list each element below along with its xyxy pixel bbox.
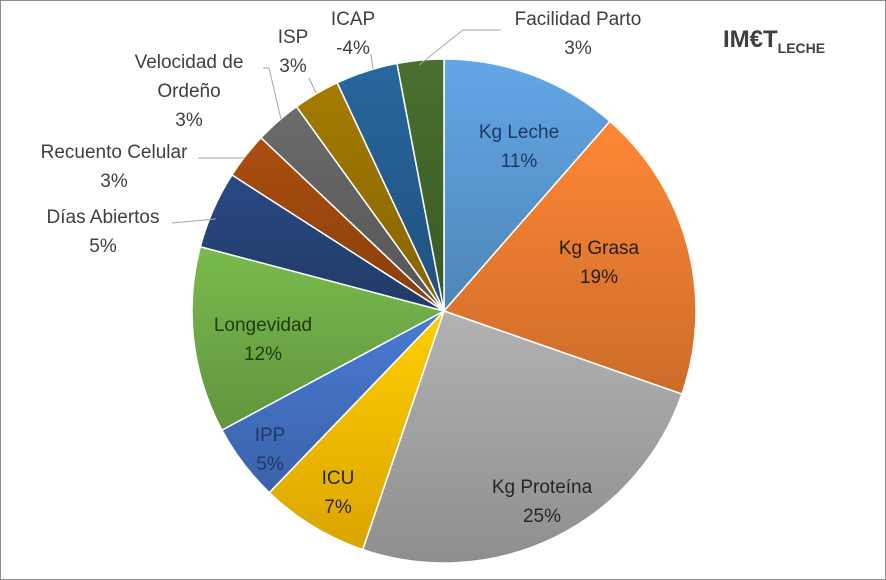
leader-line-facilidad-parto [418, 29, 501, 66]
slice-label-kg-leche: Kg Leche 11% [479, 122, 559, 172]
slice-label-icap: ICAP -4% [331, 9, 375, 59]
slice-longevidad [191, 245, 447, 432]
slice-label-recuento-celular: Recuento Celular 3% [41, 142, 188, 192]
slice-kg-leche [443, 58, 612, 313]
slice-facilidad-parto [396, 58, 445, 312]
slice-label-velocidad-de-ordeno: Velocidad de Ordeño 3% [135, 52, 244, 131]
leader-line-dias-abiertos [171, 218, 217, 224]
leader-line-isp [308, 77, 317, 94]
chart-title-main: IM€T [723, 26, 778, 53]
slice-label-ipp: IPP 5% [255, 425, 286, 475]
slice-kg-grasa [442, 120, 697, 396]
slice-label-kg-proteina: Kg Proteína 25% [492, 477, 593, 527]
leader-layer [171, 29, 501, 224]
slice-icu [268, 310, 445, 551]
chart-title: IM€TLECHE [723, 26, 825, 56]
leader-line-icap [370, 53, 374, 70]
slice-label-dias-abiertos: Días Abiertos 5% [47, 207, 160, 257]
chart-title-subscript: LECHE [778, 40, 825, 56]
slice-label-facilidad-parto: Facilidad Parto 3% [515, 9, 642, 59]
slice-label-kg-grasa: Kg Grasa 19% [559, 238, 640, 288]
slice-label-longevidad: Longevidad 12% [214, 315, 312, 365]
leader-line-velocidad-de-ordeno [263, 67, 282, 120]
slice-label-isp: ISP 3% [278, 27, 309, 77]
slices-layer [191, 58, 697, 564]
slice-kg-proteina [361, 310, 683, 564]
labels-layer: Kg Leche 11% Kg Grasa 19% Kg Proteína 25% ICU 7… [41, 9, 642, 527]
slice-label-icu: ICU 7% [322, 468, 355, 518]
